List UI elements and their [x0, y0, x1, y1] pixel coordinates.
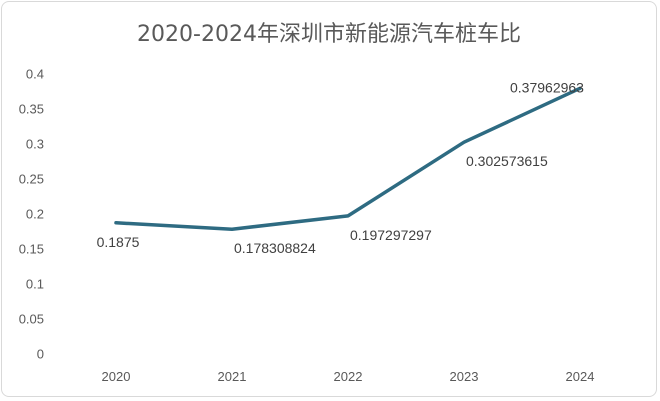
y-axis: 0 0.05 0.1 0.15 0.2 0.25 0.3 0.35 0.4: [19, 67, 44, 362]
data-label: 0.1875: [97, 234, 140, 250]
y-tick-label: 0.1: [26, 277, 44, 292]
y-tick-label: 0.05: [19, 312, 44, 327]
x-tick-label: 2021: [218, 369, 247, 384]
y-tick-label: 0.4: [26, 67, 44, 82]
x-axis: 2020 2021 2022 2023 2024: [102, 369, 595, 384]
y-tick-label: 0: [37, 347, 44, 362]
y-tick-label: 0.35: [19, 102, 44, 117]
data-label: 0.197297297: [350, 227, 432, 243]
chart-title: 2020-2024年深圳市新能源汽车桩车比: [137, 22, 521, 47]
y-tick-label: 0.3: [26, 137, 44, 152]
data-label: 0.178308824: [234, 240, 316, 256]
data-label: 0.302573615: [466, 153, 548, 169]
data-label: 0.37962963: [510, 79, 584, 95]
y-tick-label: 0.25: [19, 172, 44, 187]
line-chart: 00.050.10.150.20.250.30.350.4 2020 2021 20…: [19, 67, 595, 385]
x-tick-label: 2020: [102, 369, 131, 384]
x-tick-label: 2024: [566, 369, 595, 384]
series-line: [114, 86, 582, 231]
y-tick-label: 0.15: [19, 242, 44, 257]
y-tick-label: 0.2: [26, 207, 44, 222]
x-tick-label: 2022: [334, 369, 363, 384]
data-labels: 0.1875 0.178308824 0.197297297 0.302573615 0…: [97, 79, 585, 256]
x-tick-label: 2023: [450, 369, 479, 384]
